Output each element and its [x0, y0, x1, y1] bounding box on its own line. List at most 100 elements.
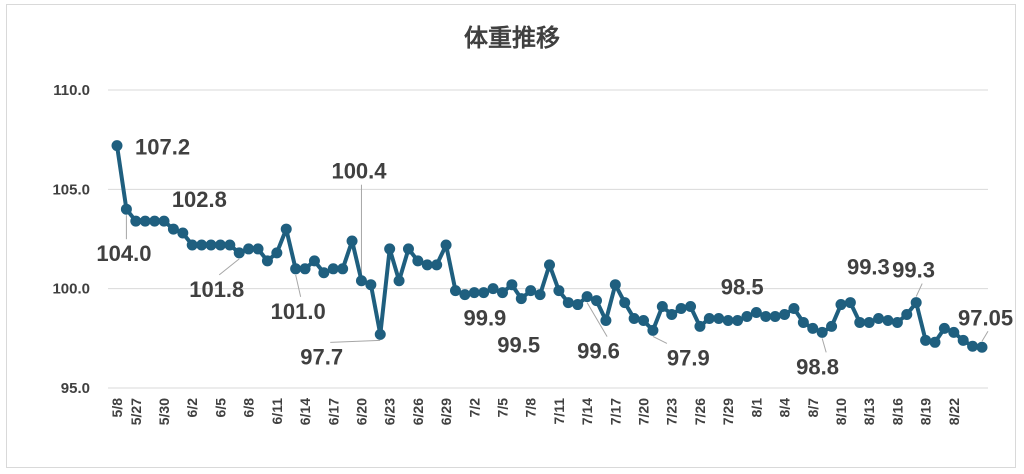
data-point — [384, 243, 396, 255]
data-point — [214, 239, 226, 251]
data-point — [713, 312, 725, 324]
data-label: 99.6 — [577, 339, 620, 364]
data-point — [449, 285, 461, 297]
data-point — [863, 316, 875, 328]
data-point — [299, 263, 311, 275]
data-point — [130, 215, 142, 227]
x-tick-label: 6/26 — [410, 398, 426, 425]
data-label: 97.7 — [300, 344, 343, 369]
x-tick-label: 7/5 — [494, 398, 510, 418]
data-point — [149, 215, 161, 227]
data-point — [327, 263, 339, 275]
x-tick-label: 8/4 — [777, 398, 793, 418]
x-tick-label: 6/5 — [212, 398, 228, 418]
data-point — [393, 275, 405, 287]
data-label: 101.8 — [189, 277, 244, 302]
y-tick-label: 105.0 — [52, 181, 90, 198]
data-label: 99.9 — [463, 306, 506, 331]
x-tick-label: 8/1 — [748, 398, 764, 418]
x-tick-label: 5/8 — [109, 398, 125, 418]
x-tick-label: 6/23 — [382, 398, 398, 425]
data-point — [290, 263, 302, 275]
data-point — [139, 215, 151, 227]
x-tick-label: 5/30 — [156, 398, 172, 425]
x-tick-label: 6/2 — [184, 398, 200, 418]
data-point — [910, 297, 922, 309]
label-leader-line — [295, 274, 302, 297]
x-tick-label: 8/16 — [889, 398, 905, 425]
x-tick-label: 7/11 — [551, 398, 567, 425]
data-point — [318, 267, 330, 279]
data-point — [205, 239, 217, 251]
x-tick-label: 6/8 — [241, 398, 257, 418]
x-tick-label: 8/19 — [918, 398, 934, 425]
data-point — [788, 303, 800, 315]
data-point — [544, 259, 555, 271]
data-point — [308, 255, 320, 267]
data-point — [158, 215, 170, 227]
data-point — [374, 328, 386, 340]
data-point — [750, 307, 762, 319]
data-point — [976, 341, 988, 353]
label-leader-lines — [125, 184, 989, 353]
data-point — [224, 239, 236, 251]
data-point — [957, 334, 969, 346]
data-point — [252, 243, 264, 255]
data-point — [844, 297, 856, 309]
x-tick-label: 7/29 — [720, 398, 736, 425]
data-point — [421, 259, 433, 271]
chart-title: 体重推移 — [464, 24, 560, 52]
data-point — [186, 239, 198, 251]
data-point — [638, 314, 650, 326]
chart-frame — [6, 4, 1016, 468]
data-point — [553, 285, 565, 297]
data-label: 104.0 — [96, 241, 151, 266]
data-point — [515, 293, 527, 305]
data-point — [619, 297, 631, 309]
x-tick-label: 6/14 — [297, 398, 313, 425]
data-point — [196, 239, 208, 251]
data-point — [722, 314, 734, 326]
label-leader-line — [981, 331, 989, 342]
data-label: 98.8 — [796, 354, 839, 379]
x-tick-label: 8/13 — [861, 398, 877, 425]
x-tick-label: 5/27 — [128, 398, 144, 425]
data-point — [835, 299, 847, 311]
data-point — [167, 223, 179, 235]
x-tick-label: 7/23 — [664, 398, 680, 425]
data-point — [440, 239, 452, 251]
data-point — [732, 314, 744, 326]
data-label: 98.5 — [721, 274, 764, 299]
data-label: 99.3 — [847, 255, 890, 280]
x-tick-label: 7/26 — [692, 398, 708, 425]
data-point — [591, 295, 603, 307]
x-tick-label: 6/17 — [325, 398, 341, 425]
data-point — [901, 308, 913, 320]
data-point — [741, 310, 753, 322]
data-label: 97.05 — [958, 305, 1013, 330]
data-point — [873, 312, 885, 324]
data-point — [431, 259, 443, 271]
data-point — [769, 310, 781, 322]
data-point — [882, 314, 894, 326]
data-point — [562, 297, 574, 309]
data-point — [534, 289, 546, 301]
x-tick-label: 7/2 — [466, 398, 482, 418]
data-point — [647, 324, 659, 336]
data-point — [967, 340, 979, 352]
x-tick-label: 8/22 — [946, 398, 962, 425]
y-axis-ticks: 95.0 100.0 105.0 110.0 — [52, 82, 90, 397]
data-point — [487, 283, 499, 295]
data-point — [233, 247, 245, 259]
data-point — [412, 255, 424, 267]
data-point — [506, 279, 518, 291]
y-tick-label: 100.0 — [52, 281, 90, 298]
data-point — [891, 316, 903, 328]
data-point — [271, 247, 283, 259]
x-tick-label: 7/8 — [523, 398, 539, 418]
data-point — [243, 243, 255, 255]
x-tick-label: 8/10 — [833, 398, 849, 425]
label-leader-line — [586, 302, 608, 337]
data-point — [120, 203, 132, 215]
